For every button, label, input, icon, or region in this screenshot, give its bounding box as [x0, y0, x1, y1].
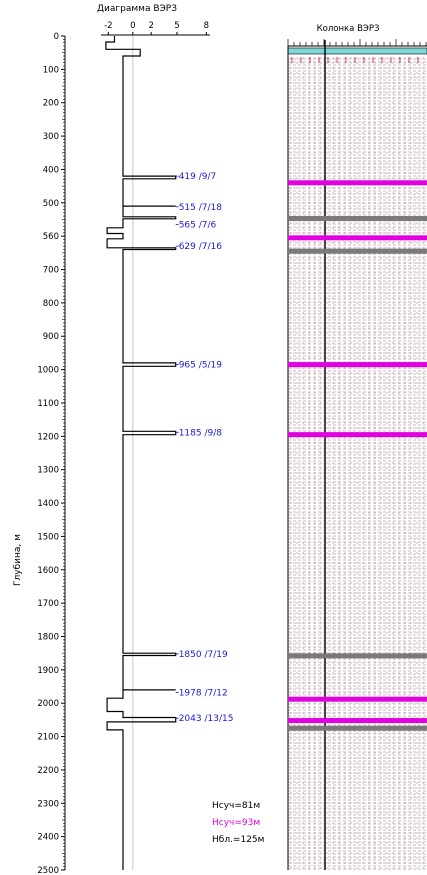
annotation-label: 515 /7/18 — [179, 203, 223, 213]
depth-tick-label: 2300 — [37, 799, 59, 809]
annotation-label: 1850 /7/19 — [179, 650, 228, 660]
annotation-label: 965 /5/19 — [179, 361, 223, 371]
depth-tick-label: 2400 — [37, 833, 59, 843]
layer-band — [288, 362, 427, 368]
depth-tick-label: 560 — [43, 232, 59, 242]
x-tick-label: 8 — [204, 21, 209, 31]
layer-band — [288, 696, 427, 702]
annotation-label: 1978 /7/12 — [179, 689, 228, 699]
x-tick-label: 2 — [149, 21, 154, 31]
depth-tick-label: 1700 — [37, 599, 59, 609]
layer-band — [288, 180, 427, 186]
layer-band — [288, 718, 427, 724]
depth-tick-label: 1100 — [37, 399, 59, 409]
depth-tick-label: 500 — [43, 199, 59, 209]
x-tick-label: 0 — [130, 21, 135, 31]
depth-tick-label: 1300 — [37, 466, 59, 476]
x-tick-label: -2 — [104, 21, 112, 31]
depth-tick-label: 2000 — [37, 699, 59, 709]
depth-tick-label: 1200 — [37, 432, 59, 442]
lithology-column — [287, 39, 427, 870]
annotation-label: 2043 /13/15 — [179, 714, 234, 724]
top-band — [287, 47, 427, 55]
x-axis: -2 0 2 5 8 — [101, 21, 210, 870]
depth-tick-label: 900 — [43, 332, 59, 342]
column-body — [288, 57, 427, 870]
depth-axis: 0 100 200 300 400 500 560 700 800 900 1000 1100 1200… — [37, 32, 66, 875]
layer-band — [288, 432, 427, 438]
depth-tick-label: 2500 — [37, 866, 59, 875]
depth-axis-label: Глубина, м — [13, 534, 23, 586]
depth-tick-label: 1900 — [37, 666, 59, 676]
thickness-notes: Нсуч=81м Нсуч=93м Нбл.=125м — [212, 801, 264, 845]
depth-tick-label: 1000 — [37, 366, 59, 376]
depth-tick-label: 300 — [43, 132, 59, 142]
verz-column: Колонка ВЭРЗ — [287, 24, 427, 870]
annotation-label: 565 /7/6 — [179, 220, 217, 230]
depth-tick-label: 800 — [43, 299, 59, 309]
thickness-note: Нсуч=81м — [212, 801, 260, 811]
depth-tick-label: 2100 — [37, 733, 59, 743]
annotation-label: 1185 /9/8 — [179, 428, 223, 438]
layer-band — [288, 235, 427, 241]
thickness-note: Нбл.=125м — [212, 835, 264, 845]
depth-tick-label: 100 — [43, 65, 59, 75]
depth-tick-label: 1600 — [37, 566, 59, 576]
layer-band — [288, 248, 427, 254]
layer-band — [288, 653, 427, 659]
annotation-label: 419 /9/7 — [179, 172, 217, 182]
layer-band — [288, 725, 427, 731]
diagram-title: Диаграмма ВЭРЗ — [97, 4, 177, 14]
verz-diagram: Диаграмма ВЭРЗ -2 0 2 5 8 0 100 200 300 400 500 56… — [13, 4, 264, 875]
curve-line — [105, 36, 177, 870]
depth-tick-label: 1400 — [37, 499, 59, 509]
depth-tick-label: 1800 — [37, 632, 59, 642]
depth-tick-label: 1500 — [37, 532, 59, 542]
depth-tick-label: 400 — [43, 165, 59, 175]
depth-tick-label: 0 — [54, 32, 59, 42]
depth-tick-label: 200 — [43, 99, 59, 109]
depth-tick-label: 2200 — [37, 766, 59, 776]
layer-annotations: 419 /9/7 515 /7/18 565 /7/6 629 /7/16 965 /5… — [175, 172, 234, 724]
column-title: Колонка ВЭРЗ — [317, 24, 380, 34]
hatch-pattern — [288, 57, 427, 870]
resistivity-curve — [105, 36, 177, 870]
depth-tick-label: 700 — [43, 266, 59, 276]
x-tick-label: 5 — [174, 21, 179, 31]
annotation-label: 629 /7/16 — [179, 242, 223, 252]
layer-band — [288, 215, 427, 221]
thickness-note: Нсуч=93м — [212, 818, 260, 828]
